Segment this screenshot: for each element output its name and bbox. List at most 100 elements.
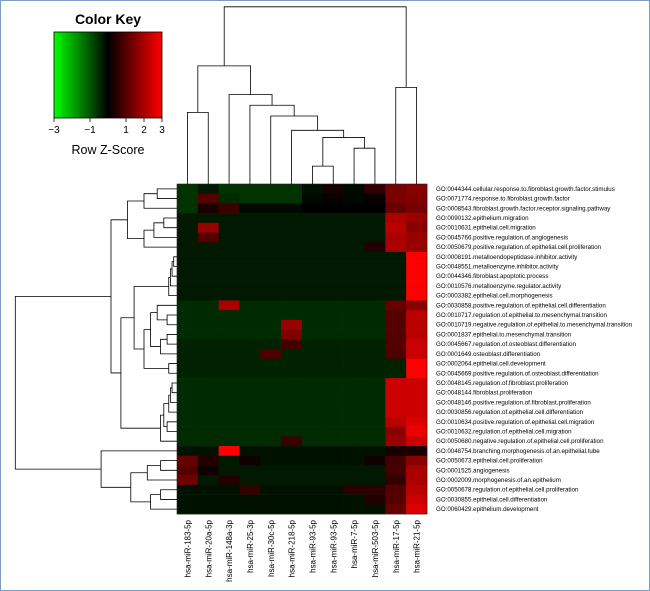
heat-cell <box>385 300 407 311</box>
heat-cell <box>281 193 303 204</box>
heat-cell <box>239 261 261 272</box>
heat-cell <box>260 193 282 204</box>
heat-cell <box>281 232 303 243</box>
heat-cell <box>406 222 428 233</box>
heat-cell <box>177 271 199 282</box>
heat-cell <box>177 504 199 515</box>
heat-cell <box>177 290 199 301</box>
heat-cell <box>218 203 240 214</box>
heat-cell <box>385 222 407 233</box>
heat-cell <box>406 319 428 330</box>
heat-cell <box>302 222 324 233</box>
column-label: hsa-miR-183-5p <box>183 519 192 577</box>
heat-cell <box>218 222 240 233</box>
heat-cell <box>385 193 407 204</box>
heat-cell <box>302 349 324 360</box>
heat-cell <box>197 378 219 389</box>
heat-cell <box>281 504 303 515</box>
heat-cell <box>260 213 282 224</box>
heat-cell <box>364 494 386 505</box>
row-dendrogram <box>14 188 177 510</box>
heat-cell <box>218 416 240 427</box>
heat-cell <box>281 397 303 408</box>
heat-cell <box>239 455 261 466</box>
heat-cell <box>177 475 199 486</box>
heat-cell <box>322 475 344 486</box>
heat-cell <box>302 465 324 476</box>
color-key-title: Color Key <box>75 11 141 27</box>
heat-cell <box>218 184 240 195</box>
heat-cell <box>302 455 324 466</box>
heat-cell <box>260 446 282 457</box>
heat-cell <box>406 397 428 408</box>
color-key-tick-label: 3 <box>159 125 165 136</box>
heat-cell <box>260 319 282 330</box>
heat-cell <box>260 329 282 340</box>
heat-cell <box>177 397 199 408</box>
dendrogram-link <box>170 268 177 287</box>
heat-cell <box>218 465 240 476</box>
heat-cell <box>177 494 199 505</box>
heat-cell <box>343 358 365 369</box>
row-label: GO:0050678.regulation.of.epithelial.cell… <box>436 487 579 494</box>
heat-cell <box>322 387 344 398</box>
row-label: GO:0044346.fibroblast.apoptotic.process <box>436 273 548 280</box>
dendrogram-link <box>150 312 161 347</box>
heat-cell <box>239 319 261 330</box>
heat-cell <box>260 465 282 476</box>
heat-cell <box>239 349 261 360</box>
heat-cell <box>343 494 365 505</box>
heat-cell <box>322 193 344 204</box>
heat-cell <box>385 319 407 330</box>
row-label: GO:0010631.epithelial.cell.migration <box>436 225 536 232</box>
column-label: hsa-miR-17-5p <box>392 519 401 572</box>
heat-cell <box>218 232 240 243</box>
heat-cell <box>260 426 282 437</box>
heat-cell <box>406 281 428 292</box>
heat-cell <box>281 387 303 398</box>
heat-cell <box>385 397 407 408</box>
heat-cell <box>343 475 365 486</box>
heat-cell <box>239 193 261 204</box>
heat-cell <box>218 310 240 321</box>
heat-cell <box>364 319 386 330</box>
heat-cell <box>197 416 219 427</box>
heat-cell <box>322 281 344 292</box>
heat-cell <box>322 242 344 253</box>
heat-cell <box>177 232 199 243</box>
heat-cell <box>197 261 219 272</box>
heat-cell <box>302 290 324 301</box>
heat-cell <box>197 484 219 495</box>
heat-cell <box>260 281 282 292</box>
heat-cell <box>197 349 219 360</box>
heat-cell <box>218 484 240 495</box>
heat-cell <box>322 446 344 457</box>
heat-cell <box>322 300 344 311</box>
heat-cell <box>281 407 303 418</box>
heat-cell <box>281 339 303 350</box>
heat-cell <box>239 378 261 389</box>
heat-cell <box>302 378 324 389</box>
heat-cell <box>406 358 428 369</box>
row-label: GO:0001525.angiogenesis <box>436 467 510 474</box>
heat-cell <box>281 242 303 253</box>
heat-cell <box>239 203 261 214</box>
heat-cell <box>406 329 428 340</box>
heat-cell <box>218 368 240 379</box>
heat-cell <box>364 203 386 214</box>
heat-cell <box>260 378 282 389</box>
heat-cell <box>364 184 386 195</box>
heat-cell <box>197 455 219 466</box>
heat-cell <box>260 349 282 360</box>
heat-cell <box>406 465 428 476</box>
heat-cell <box>343 368 365 379</box>
heat-cell <box>406 446 428 457</box>
dendrogram-link <box>160 338 177 355</box>
row-label: GO:0010634.positive.regulation.of.epithe… <box>436 419 595 426</box>
heat-cell <box>343 184 365 195</box>
heat-cell <box>218 358 240 369</box>
heat-cell <box>281 465 303 476</box>
heat-cell <box>302 494 324 505</box>
row-label: GO:0008191.metalloendopeptidase.inhibito… <box>436 254 578 261</box>
dendrogram-link <box>249 104 295 184</box>
